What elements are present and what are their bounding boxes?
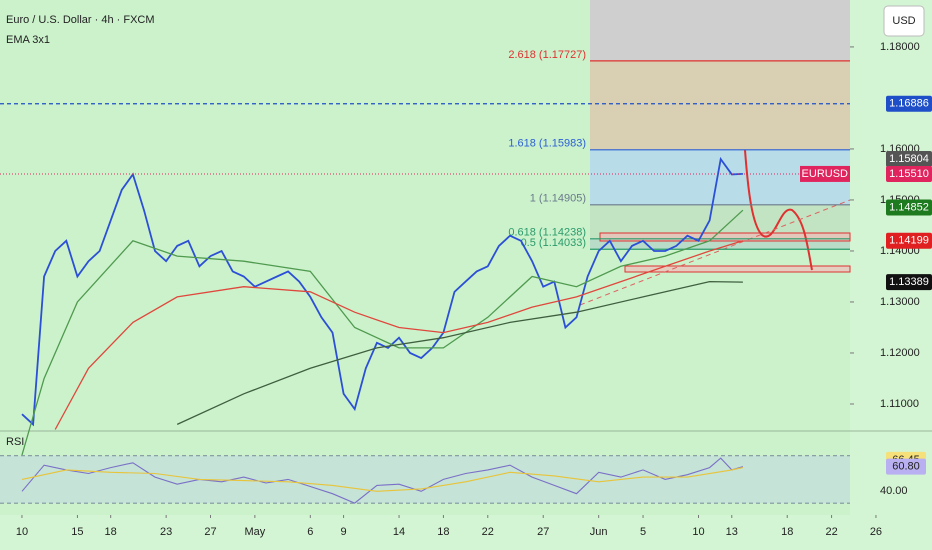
x-tick-label: 26: [870, 526, 882, 538]
price-line: [21, 156, 743, 427]
fib-label: 1 (1.14905): [530, 193, 586, 205]
fib-label: 0.5 (1.14033): [521, 237, 586, 249]
x-tick-label: 22: [482, 526, 494, 538]
projection-curve: [744, 149, 813, 271]
x-tick-label: 6: [307, 526, 313, 538]
currency: USD: [892, 15, 915, 27]
rsi-line: [21, 457, 744, 504]
price-tag-bg: [886, 150, 932, 167]
y-tick-label: 1.11000: [880, 398, 919, 410]
demand-zone: [624, 265, 851, 273]
y-tick-label: 1.18000: [880, 41, 920, 53]
price-tag-bg: [886, 274, 932, 291]
rsi-tick-label: 40.00: [880, 485, 908, 497]
rsi-title: RSI: [6, 436, 24, 448]
price-tag-bg: [886, 165, 932, 182]
rsi-tag: 60.80: [892, 461, 920, 473]
ema-line: [176, 280, 743, 425]
y-tick-label: 1.13000: [880, 296, 920, 308]
currency-box[interactable]: [883, 5, 925, 37]
y-tick-label: 1.12000: [880, 347, 920, 359]
fib-label: 2.618 (1.17727): [508, 49, 586, 61]
rsi-band-fill: [0, 455, 850, 504]
price-tag: 1.13389: [889, 276, 929, 288]
ema-line: [21, 209, 744, 456]
fib-top-zone: [590, 0, 850, 61]
price-tag-bg: [886, 95, 932, 112]
price-tag-bg: [886, 199, 932, 216]
x-tick-label: Jun: [590, 526, 608, 538]
fib-zone: [590, 238, 850, 250]
rsi-tag-bg: [886, 458, 926, 475]
x-tick-label: 14: [393, 526, 405, 538]
zones: [590, 0, 850, 250]
x-tick-label: 5: [640, 526, 646, 538]
x-tick-label: 27: [204, 526, 216, 538]
x-tick-label: 10: [16, 526, 28, 538]
x-tick-label: 10: [692, 526, 704, 538]
indicator-label: EMA 3x1: [6, 34, 50, 46]
x-tick-label: 27: [537, 526, 549, 538]
fib-label: 1.618 (1.15983): [508, 138, 586, 150]
time-axis-bg: [0, 515, 932, 550]
price-tag: 1.14852: [889, 201, 929, 213]
ema-line: [54, 240, 744, 430]
trend-line: [579, 199, 851, 306]
x-tick-label: 18: [105, 526, 117, 538]
x-tick-label: 18: [781, 526, 793, 538]
price-tag: 1.15510: [889, 168, 929, 180]
supply-zone: [599, 232, 851, 242]
chart-title: Euro / U.S. Dollar · 4h · FXCM: [6, 14, 155, 26]
symbol-tag: EURUSD: [802, 168, 849, 180]
x-tick-label: 18: [437, 526, 449, 538]
x-tick-label: May: [244, 526, 265, 538]
x-tick-label: 15: [71, 526, 83, 538]
price-tag-bg: [886, 232, 932, 249]
price-tag: 1.16886: [889, 98, 929, 110]
price-tag: 1.14199: [889, 235, 929, 247]
price-tag: 1.15804: [889, 153, 929, 165]
fib-label: 0.618 (1.14238): [508, 227, 586, 239]
x-tick-label: 9: [341, 526, 347, 538]
symbol-tag-box: [800, 165, 850, 182]
rsi-line: [21, 467, 744, 492]
x-tick-label: 22: [825, 526, 837, 538]
x-tick-label: 13: [726, 526, 738, 538]
fib-zone: [590, 60, 850, 150]
x-tick-label: 23: [160, 526, 172, 538]
